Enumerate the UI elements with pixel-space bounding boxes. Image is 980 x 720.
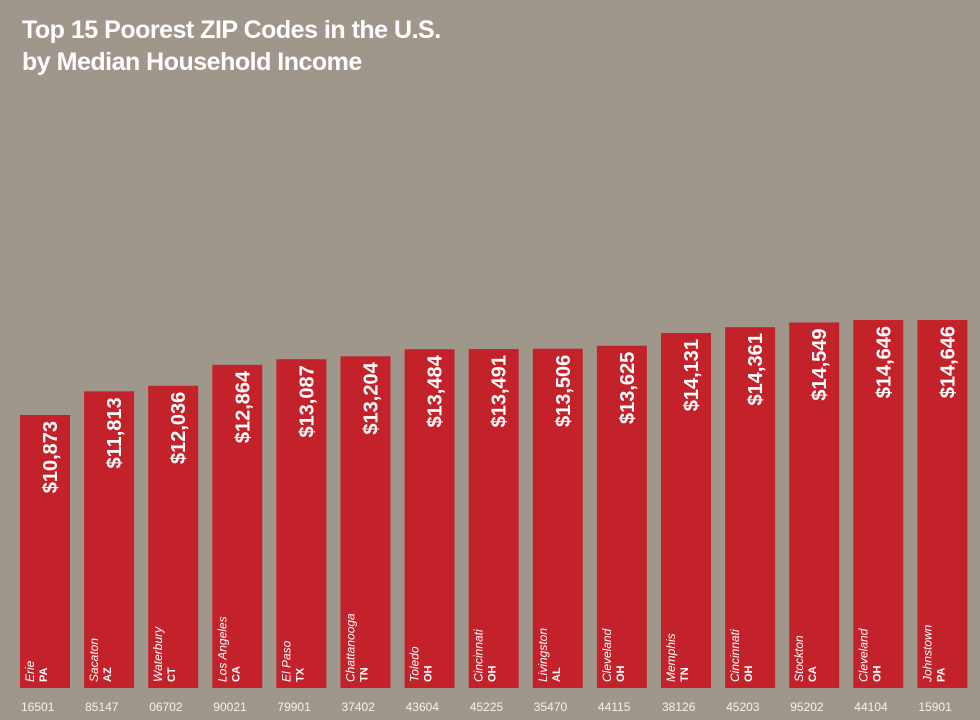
bar [532, 348, 583, 688]
bar-value-label: $14,549 [809, 328, 831, 400]
bar-value-label: $12,864 [232, 370, 254, 443]
zip-code-label: 15901 [918, 700, 952, 714]
zip-code-label: 79901 [277, 700, 311, 714]
zip-code-label: 38126 [662, 700, 696, 714]
bar-city-label: Cincinnati [472, 629, 486, 682]
bar-state-label: TN [359, 667, 371, 682]
bar-value-label: $13,625 [617, 352, 639, 424]
zip-code-label: 06702 [149, 700, 183, 714]
bar-value-label: $14,646 [873, 326, 895, 398]
bar [84, 391, 135, 688]
bar-city-label: Toledo [408, 646, 422, 682]
zip-code-label: 44115 [598, 700, 631, 714]
bar-value-label: $13,484 [425, 354, 447, 427]
bar-value-label: $13,506 [553, 355, 575, 427]
bar-state-label: AL [551, 667, 563, 682]
bar-city-label: Erie [23, 660, 37, 682]
bar-state-label: CA [807, 666, 819, 682]
bar-value-label: $14,131 [681, 339, 703, 411]
bar-city-label: Stockton [792, 635, 806, 682]
bar-city-label: Waterbury [151, 626, 165, 682]
bar [661, 332, 711, 688]
zip-code-label: 45225 [470, 700, 504, 714]
bar [853, 320, 904, 688]
zip-code-label: 45203 [726, 700, 760, 714]
bar-city-label: Cincinnati [728, 629, 742, 682]
bar [212, 364, 263, 688]
zip-code-label: 90021 [213, 700, 247, 714]
chart-subtitle: by Median Household Income [22, 48, 362, 76]
zip-code-label: 43604 [406, 700, 440, 714]
bar [725, 327, 776, 688]
chart-title: Top 15 Poorest ZIP Codes in the U.S. [22, 16, 441, 44]
chart-title-block: Top 15 Poorest ZIP Codes in the U.S. by … [22, 14, 441, 78]
bar-state-label: AZ [102, 667, 114, 682]
bar [404, 349, 455, 688]
bar-value-label: $14,646 [937, 326, 959, 398]
zip-code-label: 35470 [534, 700, 568, 714]
zip-code-label: 37402 [342, 700, 376, 714]
bar [276, 359, 327, 688]
bar-state-label: OH [423, 665, 435, 682]
bar-city-label: El Paso [279, 640, 293, 682]
zip-code-label: 44104 [854, 700, 888, 714]
bar-value-label: $13,491 [489, 355, 511, 427]
zip-code-label: 85147 [85, 700, 119, 714]
bar [789, 322, 840, 688]
bar-state-label: CT [166, 667, 178, 682]
bar-city-label: Memphis [664, 633, 678, 682]
bar-city-label: Sacaton [87, 638, 101, 682]
bar-value-label: $14,361 [745, 333, 767, 405]
bar-value-label: $13,087 [296, 365, 318, 437]
bar [468, 349, 519, 688]
bar-city-label: Cleveland [856, 628, 870, 682]
bar [340, 356, 391, 688]
bar [148, 385, 199, 688]
bar-state-label: TX [294, 667, 306, 682]
bar [917, 320, 968, 688]
zip-code-label: 16501 [21, 700, 55, 714]
bar-city-label: Los Angeles [215, 616, 229, 682]
bar-state-label: OH [487, 665, 499, 682]
bar [20, 415, 70, 688]
bar-state-label: CA [230, 666, 242, 682]
bar-value-label: $10,873 [40, 421, 62, 493]
bar [596, 345, 647, 688]
bar-city-label: Johnstown [920, 624, 934, 683]
bar-state-label: TN [679, 667, 691, 682]
bar-state-label: OH [871, 665, 883, 682]
zip-code-label: 95202 [790, 700, 824, 714]
bar-state-label: PA [935, 667, 947, 682]
bar-city-label: Chattanooga [344, 613, 358, 682]
bar-value-label: $13,204 [361, 361, 383, 434]
bar-state-label: OH [615, 665, 627, 682]
bar-state-label: PA [38, 667, 50, 682]
bar-value-label: $12,036 [168, 392, 190, 464]
bar-city-label: Livingston [536, 628, 550, 682]
bar-state-label: OH [743, 665, 755, 682]
bar-city-label: Cleveland [600, 628, 614, 682]
bar-value-label: $11,813 [104, 397, 126, 468]
